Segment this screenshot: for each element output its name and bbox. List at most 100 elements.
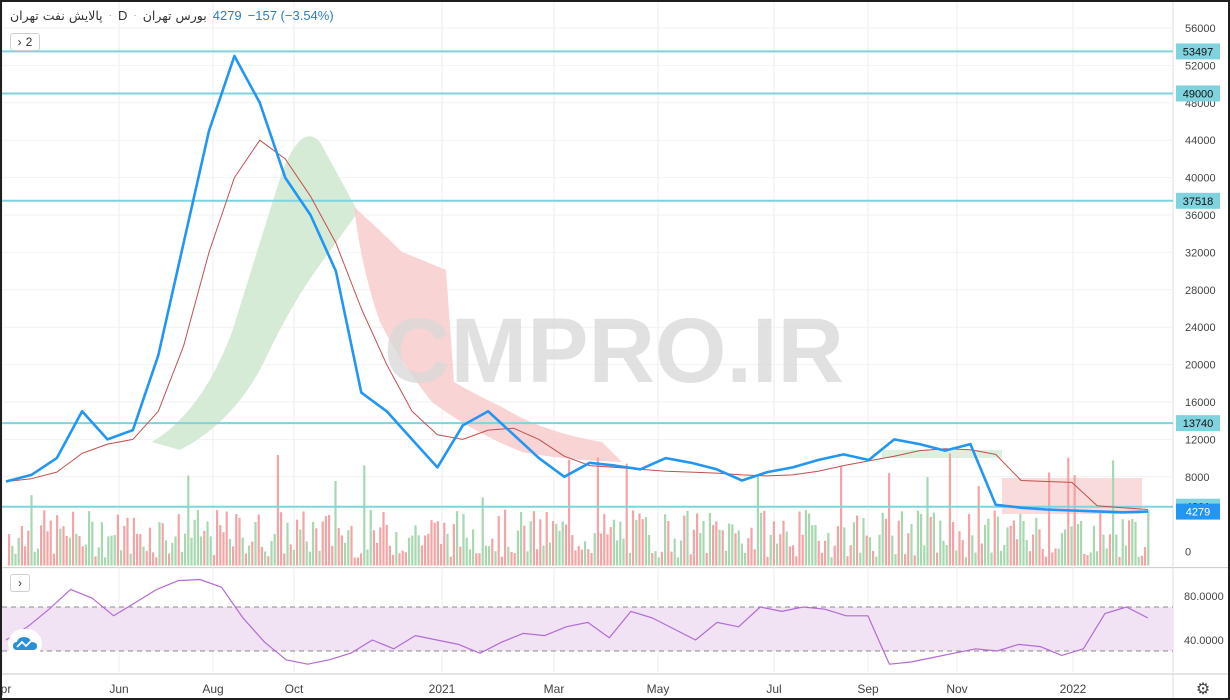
volume-bar — [1080, 520, 1083, 566]
volume-bar — [436, 521, 439, 566]
volume-bar — [696, 513, 699, 566]
volume-bar — [520, 512, 523, 566]
rsi-line — [5, 578, 1149, 665]
volume-bar — [238, 517, 241, 566]
volume-bar — [984, 525, 987, 566]
volume-bar — [120, 550, 123, 566]
volume-bar — [548, 542, 551, 566]
rsi-pane-toggle-button[interactable]: › — [10, 574, 30, 592]
volume-bar — [372, 530, 375, 566]
volume-bar — [558, 530, 561, 566]
rsi-tick-label: 80.0000 — [1184, 591, 1224, 603]
volume-bar — [872, 550, 875, 566]
volume-bar — [408, 537, 411, 566]
volume-bar — [241, 537, 244, 566]
rsi-band — [2, 607, 1173, 651]
volume-bar — [990, 552, 993, 566]
volume-bar — [36, 548, 39, 566]
volume-bar — [158, 522, 161, 566]
volume-bar — [945, 545, 948, 566]
volume-bar — [1041, 548, 1044, 566]
volume-bar — [350, 525, 353, 566]
volume-bar — [1089, 552, 1092, 566]
volume-bar — [305, 541, 308, 566]
volume-bar — [452, 523, 455, 566]
volume-bar — [795, 556, 798, 566]
volume-bar — [177, 514, 180, 566]
volume-bar — [782, 520, 785, 566]
volume-bar — [577, 545, 580, 566]
volume-bar — [1108, 534, 1111, 566]
volume-bar — [555, 523, 558, 566]
volume-bar — [388, 545, 391, 566]
volume-bar — [542, 545, 545, 566]
volume-bar — [59, 528, 62, 566]
volume-bar — [43, 510, 46, 566]
volume-bar — [324, 516, 327, 566]
volume-bar — [312, 521, 315, 566]
volume-bar — [609, 527, 612, 566]
volume-bar — [299, 529, 302, 566]
volume-bar — [1092, 525, 1095, 566]
volume-bar — [840, 466, 843, 566]
x-tick-label: 2021 — [429, 682, 456, 696]
volume-bar — [712, 525, 715, 566]
volume-bar — [852, 522, 855, 566]
volume-bar — [660, 551, 663, 566]
y-tick-label: 40000 — [1185, 173, 1216, 185]
volume-bar — [174, 536, 177, 566]
volume-bar — [526, 551, 529, 566]
volume-bar — [168, 553, 171, 566]
volume-bar — [721, 530, 724, 566]
legend-dot: · — [108, 10, 112, 21]
volume-bar — [235, 514, 238, 566]
volume-bar — [830, 557, 833, 566]
volume-bar — [820, 552, 823, 566]
tradingview-logo-button[interactable] — [8, 629, 42, 659]
volume-bar — [1118, 556, 1121, 566]
volume-bar — [977, 485, 980, 566]
y-tick-label: 8000 — [1185, 472, 1209, 484]
x-tick-label: Nov — [946, 682, 967, 696]
volume-bar — [564, 524, 567, 566]
gear-icon[interactable]: ⚙ — [1195, 681, 1211, 698]
volume-bar — [993, 510, 996, 566]
volume-bar — [728, 523, 731, 566]
volume-bar — [414, 525, 417, 566]
volume-bar — [376, 542, 379, 566]
volume-bar — [1144, 547, 1147, 566]
volume-bar — [81, 546, 84, 566]
volume-bar — [961, 540, 964, 566]
volume-bar — [72, 511, 75, 566]
level-label: 37518 — [1183, 196, 1214, 208]
x-tick-label: Aug — [202, 682, 223, 696]
volume-bar — [11, 545, 14, 566]
volume-bar — [862, 518, 865, 566]
volume-bar — [8, 534, 11, 566]
volume-bar — [536, 549, 539, 566]
volume-bar — [398, 553, 401, 566]
volume-bar — [731, 524, 734, 566]
volume-bar — [846, 556, 849, 566]
interval-label[interactable]: D — [118, 8, 128, 23]
indicators-collapse-button[interactable]: › 2 — [10, 33, 40, 51]
volume-bar — [587, 549, 590, 566]
volume-bar — [164, 540, 167, 566]
symbol-name[interactable]: پالایش نفت تهران — [10, 8, 103, 23]
volume-bar — [187, 475, 190, 566]
volume-bar — [776, 543, 779, 566]
volume-bar — [1105, 548, 1108, 566]
volume-bar — [968, 514, 971, 566]
volume-bar — [833, 545, 836, 566]
volume-bar — [772, 521, 775, 566]
volume-bar — [257, 514, 260, 566]
volume-bar — [366, 549, 369, 566]
volume-bar — [817, 540, 820, 566]
volume-bar — [1016, 539, 1019, 566]
volume-bar — [30, 495, 33, 566]
volume-bar — [1073, 475, 1076, 566]
volume-bar — [1102, 534, 1105, 566]
volume-bar — [753, 549, 756, 566]
volume-bar — [1124, 545, 1127, 566]
